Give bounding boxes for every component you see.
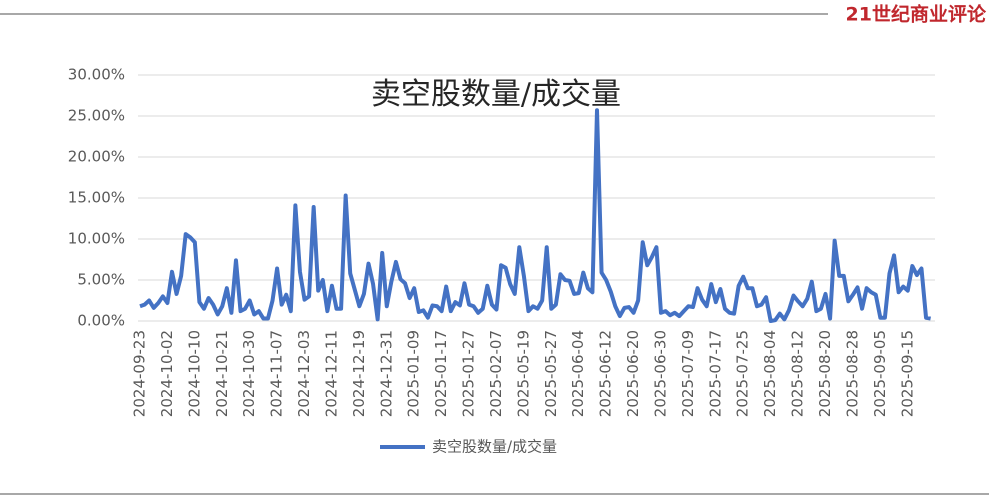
x-tick-label: 2024-12-03 xyxy=(295,330,313,417)
watermark: 21世纪商业评论 xyxy=(846,3,987,26)
x-tick-label: 2025-06-30 xyxy=(651,330,669,417)
x-tick-label: 2025-05-27 xyxy=(542,330,560,417)
x-tick-label: 2024-09-23 xyxy=(131,330,149,417)
x-tick-label: 2025-01-17 xyxy=(432,330,450,417)
x-tick-label: 2025-07-17 xyxy=(706,330,724,417)
x-tick-label: 2025-05-19 xyxy=(514,330,532,417)
x-tick-label: 2024-10-02 xyxy=(158,330,176,417)
x-tick-label: 2025-08-12 xyxy=(789,330,807,417)
x-tick-label: 2024-12-19 xyxy=(350,330,368,417)
x-tick-label: 2025-09-15 xyxy=(898,330,916,417)
x-tick-label: 2025-08-28 xyxy=(843,330,861,417)
x-tick-label: 2025-06-20 xyxy=(624,330,642,417)
x-tick-label: 2025-06-04 xyxy=(569,330,587,417)
x-tick-label: 2025-02-07 xyxy=(487,330,505,417)
y-tick-label: 0.00% xyxy=(77,312,125,330)
x-tick-label: 2024-10-30 xyxy=(240,330,258,417)
x-tick-label: 2024-12-11 xyxy=(322,330,340,417)
x-tick-label: 2024-10-21 xyxy=(213,330,231,417)
legend-label: 卖空股数量/成交量 xyxy=(432,438,557,456)
x-tick-label: 2024-10-10 xyxy=(185,330,203,417)
x-tick-label: 2025-08-20 xyxy=(816,330,834,417)
x-tick-label: 2024-11-07 xyxy=(268,330,286,417)
x-tick-label: 2025-07-25 xyxy=(734,330,752,417)
y-tick-label: 25.00% xyxy=(68,107,125,125)
data-line xyxy=(139,108,931,323)
x-tick-label: 2025-09-05 xyxy=(871,330,889,417)
y-tick-label: 15.00% xyxy=(68,189,125,207)
y-tick-label: 20.00% xyxy=(68,148,125,166)
y-tick-label: 30.00% xyxy=(68,66,125,84)
x-tick-label: 2024-12-31 xyxy=(377,330,395,417)
x-tick-label: 2025-01-09 xyxy=(405,330,423,417)
chart-title: 卖空股数量/成交量 xyxy=(371,77,621,112)
x-tick-label: 2025-06-12 xyxy=(597,330,615,417)
y-tick-label: 10.00% xyxy=(68,230,125,248)
x-tick-label: 2025-07-09 xyxy=(679,330,697,417)
y-tick-label: 5.00% xyxy=(77,271,125,289)
x-tick-label: 2025-08-04 xyxy=(761,330,779,417)
x-tick-label: 2025-01-27 xyxy=(460,330,478,417)
